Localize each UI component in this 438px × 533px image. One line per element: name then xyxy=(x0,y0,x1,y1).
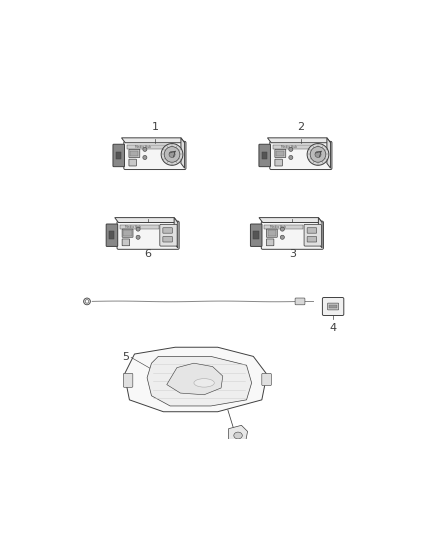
Circle shape xyxy=(307,143,329,165)
Circle shape xyxy=(143,156,147,159)
FancyBboxPatch shape xyxy=(266,229,277,237)
Polygon shape xyxy=(124,347,267,411)
Circle shape xyxy=(280,235,284,239)
Polygon shape xyxy=(327,138,331,168)
Polygon shape xyxy=(174,217,178,248)
Bar xyxy=(130,151,138,156)
FancyBboxPatch shape xyxy=(307,237,317,242)
FancyBboxPatch shape xyxy=(124,141,186,169)
Polygon shape xyxy=(318,217,322,248)
Polygon shape xyxy=(259,217,322,222)
Circle shape xyxy=(315,151,321,157)
Polygon shape xyxy=(115,217,178,222)
Bar xyxy=(264,224,303,229)
Text: Media Hub: Media Hub xyxy=(281,145,297,149)
Text: 4: 4 xyxy=(329,324,337,334)
Text: 3: 3 xyxy=(289,249,296,259)
Circle shape xyxy=(280,227,284,231)
FancyBboxPatch shape xyxy=(129,159,136,166)
Circle shape xyxy=(136,227,140,231)
Circle shape xyxy=(289,147,293,151)
Circle shape xyxy=(169,151,175,157)
Circle shape xyxy=(136,235,140,239)
Text: Media Hub: Media Hub xyxy=(125,224,141,229)
FancyBboxPatch shape xyxy=(124,374,133,387)
FancyBboxPatch shape xyxy=(295,298,305,305)
Circle shape xyxy=(164,147,180,162)
Bar xyxy=(268,230,276,236)
FancyBboxPatch shape xyxy=(307,228,317,233)
Polygon shape xyxy=(121,138,184,143)
Circle shape xyxy=(310,147,326,162)
Polygon shape xyxy=(268,138,331,143)
Bar xyxy=(124,230,132,236)
FancyBboxPatch shape xyxy=(322,297,344,316)
Text: Media Hub: Media Hub xyxy=(135,145,151,149)
FancyBboxPatch shape xyxy=(261,221,323,249)
Polygon shape xyxy=(181,138,184,168)
FancyBboxPatch shape xyxy=(304,224,321,246)
FancyBboxPatch shape xyxy=(113,144,124,167)
FancyBboxPatch shape xyxy=(163,237,173,242)
Bar xyxy=(272,145,318,149)
Circle shape xyxy=(85,300,88,303)
Bar xyxy=(127,145,173,149)
Polygon shape xyxy=(147,357,251,406)
FancyBboxPatch shape xyxy=(262,374,271,385)
Circle shape xyxy=(289,156,293,159)
Bar xyxy=(261,152,267,159)
FancyBboxPatch shape xyxy=(106,224,118,246)
FancyBboxPatch shape xyxy=(129,149,140,157)
FancyBboxPatch shape xyxy=(117,221,179,249)
Text: 5: 5 xyxy=(123,352,130,362)
Bar xyxy=(253,231,258,239)
FancyBboxPatch shape xyxy=(266,239,274,246)
Polygon shape xyxy=(167,363,223,395)
Bar xyxy=(109,231,114,239)
FancyBboxPatch shape xyxy=(270,141,332,169)
Bar xyxy=(116,152,121,159)
Text: Media Hub: Media Hub xyxy=(269,224,286,229)
FancyBboxPatch shape xyxy=(275,149,286,157)
Text: 6: 6 xyxy=(145,249,152,259)
FancyBboxPatch shape xyxy=(328,303,339,310)
Ellipse shape xyxy=(194,378,214,387)
Bar xyxy=(120,224,159,229)
Bar xyxy=(329,305,337,308)
Text: 1: 1 xyxy=(152,122,159,132)
FancyBboxPatch shape xyxy=(122,229,133,237)
FancyBboxPatch shape xyxy=(251,224,262,246)
FancyBboxPatch shape xyxy=(122,239,130,246)
Circle shape xyxy=(84,298,90,305)
Circle shape xyxy=(161,143,183,165)
FancyBboxPatch shape xyxy=(163,228,173,233)
Circle shape xyxy=(143,147,147,151)
FancyBboxPatch shape xyxy=(259,144,271,167)
FancyBboxPatch shape xyxy=(275,159,283,166)
FancyBboxPatch shape xyxy=(160,224,177,246)
Ellipse shape xyxy=(234,432,242,439)
Text: 2: 2 xyxy=(297,122,304,132)
Polygon shape xyxy=(229,425,247,445)
Bar xyxy=(276,151,284,156)
